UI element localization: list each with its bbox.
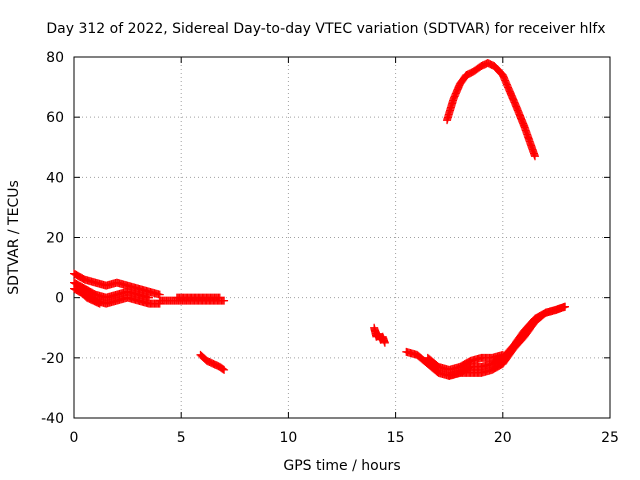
y-axis-label: SDTVAR / TECUs — [6, 180, 22, 295]
series-arc-short-drop — [196, 350, 229, 374]
y-tick-label: 80 — [46, 50, 64, 66]
series-arc-early-dip — [76, 287, 104, 308]
series-arc-night-high — [443, 59, 539, 161]
x-tick-label: 20 — [494, 430, 512, 446]
series-arc-early-middle — [70, 278, 154, 302]
data-point — [530, 152, 539, 161]
y-tick-label: 20 — [46, 231, 64, 247]
y-tick-label: 0 — [55, 291, 64, 307]
y-tick-label: -40 — [41, 411, 64, 427]
data-marks — [70, 59, 569, 380]
x-tick-label: 0 — [70, 430, 79, 446]
data-point — [220, 365, 229, 374]
trail-point — [219, 365, 228, 374]
x-tick-label: 15 — [387, 430, 405, 446]
series-arc-evening-mid — [445, 302, 569, 380]
data-point — [95, 299, 104, 308]
y-tick-label: 60 — [46, 110, 64, 126]
series-arc-morning-upper — [172, 293, 224, 302]
y-tick-label: 40 — [46, 170, 64, 186]
y-tick-label: -20 — [41, 351, 64, 367]
series-arc-afternoon-blob — [370, 323, 389, 347]
series-arc-evening-upper — [423, 350, 507, 374]
x-tick-label: 25 — [601, 430, 619, 446]
x-tick-label: 10 — [279, 430, 297, 446]
data-point — [220, 296, 229, 305]
chart-title: Day 312 of 2022, Sidereal Day-to-day VTE… — [46, 21, 605, 37]
data-point — [560, 302, 569, 311]
axis-ticks: 0 5 10 15 20 25 -40 -20 0 20 40 60 80 — [41, 50, 619, 446]
x-axis-label: GPS time / hours — [283, 458, 400, 474]
x-tick-label: 5 — [177, 430, 186, 446]
data-point — [215, 293, 224, 302]
grid-lines — [74, 57, 610, 418]
data-point — [380, 338, 389, 347]
